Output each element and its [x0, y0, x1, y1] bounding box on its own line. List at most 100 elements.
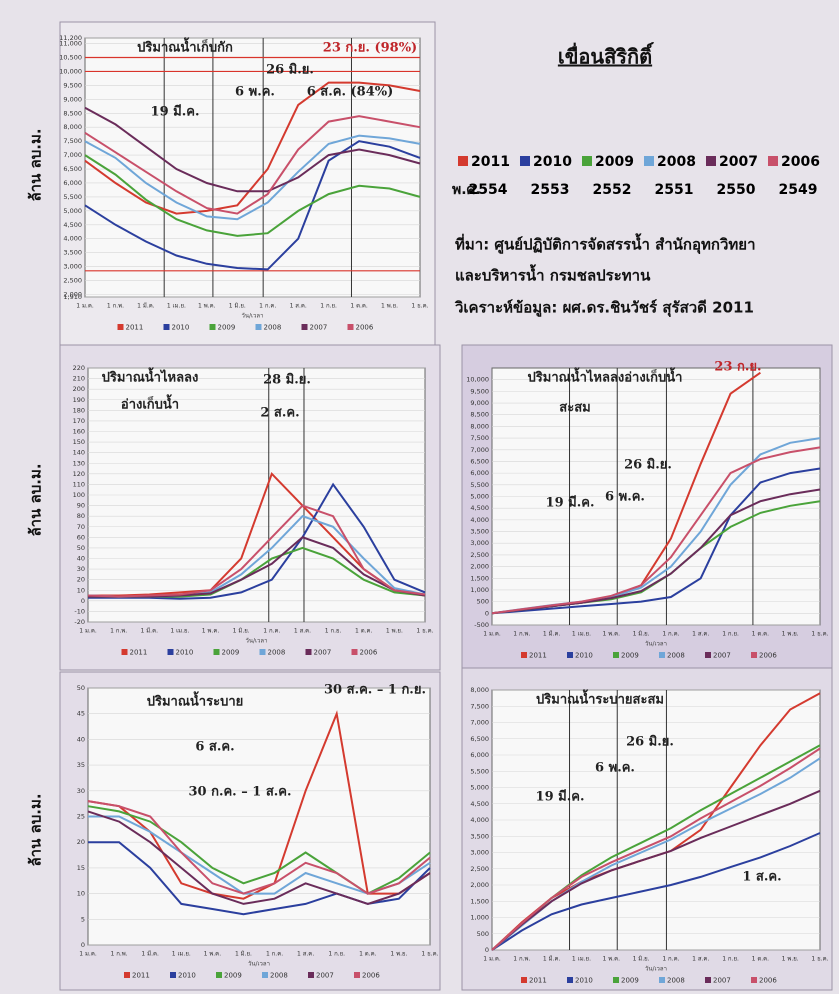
y-tick-label: 3,000 [63, 263, 82, 271]
legend-label: 2010 [533, 154, 572, 170]
legend-label: 2008 [264, 324, 282, 332]
y-tick-label: 210 [73, 375, 85, 383]
legend-swatch [124, 972, 130, 978]
annotation: 19 มี.ค. [151, 104, 200, 120]
chart-title: สะสม [559, 401, 590, 416]
legend-swatch [122, 649, 128, 655]
x-tick-label: 1 พ.ค. [198, 303, 216, 310]
y-tick-label: 60 [77, 533, 85, 541]
y-tick-label: 190 [73, 396, 85, 404]
y-tick-label: 6,500 [470, 457, 489, 465]
legend-swatch [582, 156, 592, 166]
x-tick-label: 1 พ.ค. [202, 628, 220, 635]
x-tick-label: 1 มิ.ย. [235, 951, 252, 958]
y-tick-label: 20 [77, 838, 85, 846]
x-tick-label: 1 ก.ย. [320, 303, 337, 310]
legend-swatch [613, 977, 619, 983]
x-tick-label: 1 พ.ย. [782, 631, 799, 638]
year-label: 2553 [531, 182, 570, 198]
x-tick-label: 1 ก.ย. [328, 951, 345, 958]
year-label: 2551 [655, 182, 694, 198]
y-tick-label: 80 [77, 512, 85, 520]
y-tick-label: 2,000 [63, 290, 82, 298]
x-tick-label: 1 ม.ค. [79, 628, 97, 635]
y-tick-label: 8,500 [63, 109, 82, 117]
x-axis-label: วัน/เวลา [248, 961, 270, 968]
y-tick-label: -10 [74, 607, 85, 615]
y-tick-label: 4,500 [470, 800, 489, 808]
y-tick-label: 2,500 [63, 277, 82, 285]
y-axis-label: ล้าน ลบ.ม. [27, 793, 45, 866]
y-tick-label: 10,000 [59, 67, 82, 75]
y-tick-label: 35 [77, 761, 85, 769]
y-tick-label: 0 [81, 597, 85, 605]
legend-swatch [705, 977, 711, 983]
x-tick-label: 1 ต.ค. [350, 303, 368, 310]
legend-label: 2007 [719, 154, 758, 170]
x-tick-label: 1 พ.ค. [603, 956, 621, 963]
annotation: 6 ส.ค. (84%) [307, 85, 394, 100]
y-tick-label: 0 [485, 946, 489, 954]
legend-label: 2009 [218, 324, 236, 332]
year-label: 2550 [717, 182, 756, 198]
y-tick-label: 6,500 [63, 165, 82, 173]
y-tick-label: 140 [73, 449, 85, 457]
x-tick-label: 1 พ.ค. [204, 951, 222, 958]
legend-label: 2006 [360, 649, 378, 657]
legend-label: 2006 [759, 977, 777, 985]
y-tick-label: 8,000 [63, 123, 82, 131]
y-tick-label: 3,500 [470, 832, 489, 840]
x-axis-label: วัน/เวลา [242, 313, 264, 320]
y-tick-label: 5,000 [63, 207, 82, 215]
y-tick-label: 30 [77, 787, 85, 795]
y-tick-label: -20 [74, 618, 85, 626]
legend-swatch [520, 156, 530, 166]
y-tick-label: 500 [477, 598, 489, 606]
y-tick-label: 9,500 [470, 387, 489, 395]
legend-swatch [751, 652, 757, 658]
y-tick-label: 1,500 [470, 574, 489, 582]
y-tick-label: 7,000 [470, 446, 489, 454]
y-tick-label: 4,500 [63, 221, 82, 229]
y-tick-label: 20 [77, 576, 85, 584]
x-tick-label: 1 มิ.ย. [633, 631, 650, 638]
legend-swatch [768, 156, 778, 166]
legend-label: 2009 [222, 649, 240, 657]
annotation: 30 ส.ค. – 1 ก.ย. [324, 683, 426, 698]
y-tick-label: 25 [77, 813, 85, 821]
y-tick-label: 3,500 [470, 528, 489, 536]
y-tick-label: 500 [477, 930, 489, 938]
legend-swatch [168, 649, 174, 655]
legend-label: 2006 [781, 154, 820, 170]
x-tick-label: 1 เม.ย. [172, 951, 191, 958]
x-tick-label: 1 พ.ย. [381, 303, 398, 310]
y-tick-label: 3,000 [470, 849, 489, 857]
y-tick-label: 7,500 [470, 702, 489, 710]
y-tick-label: 6,000 [470, 751, 489, 759]
y-tick-label: 1,000 [470, 914, 489, 922]
annotation: 30 ก.ค. – 1 ส.ค. [188, 785, 291, 800]
legend-swatch [659, 977, 665, 983]
y-tick-label: 200 [73, 385, 85, 393]
x-tick-label: 1 ต.ค. [359, 951, 377, 958]
y-tick-label: 10,000 [466, 376, 489, 384]
x-tick-label: 1 ส.ค. [692, 631, 709, 638]
year-label: 2549 [779, 182, 818, 198]
x-tick-label: 1 ม.ค. [483, 631, 501, 638]
legend-swatch [567, 652, 573, 658]
x-axis-label: วัน/เวลา [645, 966, 667, 973]
y-tick-label: 10,500 [59, 54, 82, 62]
legend-swatch [170, 972, 176, 978]
y-tick-label: 170 [73, 417, 85, 425]
annotation: 28 มิ.ย. [263, 373, 311, 388]
x-tick-label: 1 ก.ค. [662, 631, 679, 638]
x-axis-label: วัน/เวลา [645, 641, 667, 648]
page-title: เขื่อนสิริกิติ์ [558, 42, 654, 69]
x-tick-label: 1 ม.ค. [483, 956, 501, 963]
x-tick-label: 1 มี.ค. [141, 627, 159, 635]
x-tick-label: 1 มี.ค. [141, 950, 159, 958]
legend-label: 2007 [314, 649, 332, 657]
x-tick-label: 1 ธ.ค. [421, 951, 438, 958]
x-tick-label: 1 พ.ย. [782, 956, 799, 963]
y-tick-label: 100 [73, 491, 85, 499]
